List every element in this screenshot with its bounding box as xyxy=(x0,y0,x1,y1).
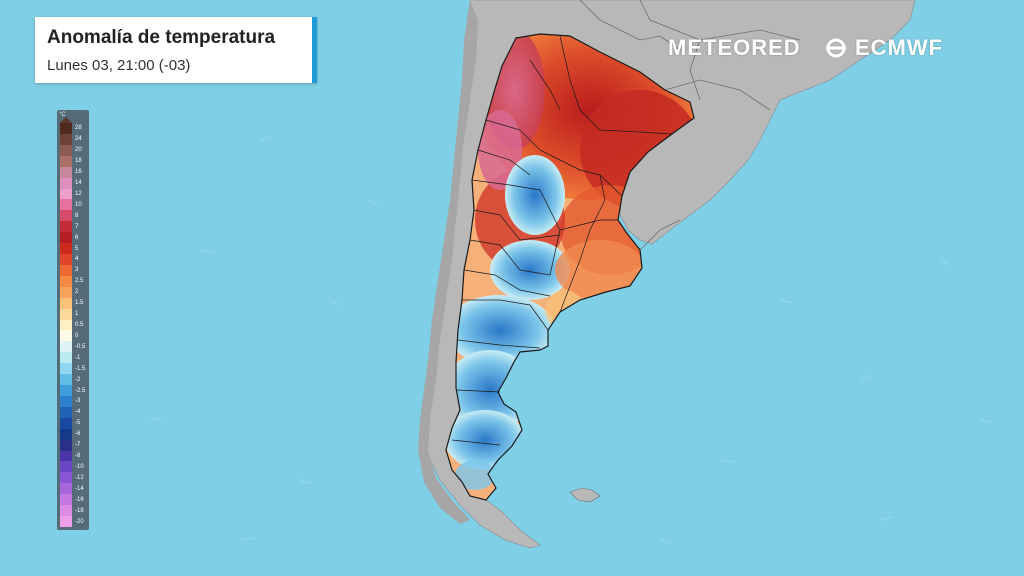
legend-tick-label: -2.5 xyxy=(75,387,86,394)
legend-swatch xyxy=(60,243,72,255)
legend-swatch xyxy=(60,516,72,528)
map-title: Anomalía de temperatura xyxy=(47,27,276,48)
land-chile xyxy=(418,0,478,524)
legend-swatch xyxy=(60,439,72,452)
legend-swatch xyxy=(60,483,72,495)
color-legend: °C 28 24 20 18 16 14 12 10 8 7 6 5 4 3 2.5 2 1.5 1 0.5 0 -0.… xyxy=(57,110,89,530)
brand-logos: METEORED ECMWF xyxy=(668,34,943,60)
legend-swatch xyxy=(60,450,72,462)
country-borders xyxy=(579,0,801,251)
legend-swatch xyxy=(60,254,72,266)
legend-tick-label: 3 xyxy=(75,267,79,274)
legend-swatch xyxy=(60,352,72,364)
legend-swatch xyxy=(60,199,72,211)
legend-tick-label: -4 xyxy=(75,409,81,416)
province-borders xyxy=(451,35,673,446)
legend-tick-label: -8 xyxy=(75,453,81,460)
legend-tick-label: 2 xyxy=(75,289,79,296)
legend-tick-label: 20 xyxy=(75,147,82,154)
legend-tick-label: 12 xyxy=(75,190,82,197)
legend-swatch xyxy=(60,330,72,342)
title-card: Anomalía de temperatura Lunes 03, 21:00 … xyxy=(35,17,317,83)
legend-swatch xyxy=(60,177,72,189)
legend-swatch xyxy=(60,297,72,310)
legend-swatch xyxy=(60,232,72,244)
legend-tick-label: -0.5 xyxy=(75,343,86,350)
legend-swatch xyxy=(60,494,72,506)
legend-tick-label: -3 xyxy=(75,398,81,405)
legend-swatch xyxy=(60,166,72,179)
legend-tick-label: 6 xyxy=(75,234,79,241)
legend-swatch xyxy=(60,319,72,331)
legend-tick-label: -7 xyxy=(75,442,81,449)
legend-tick-label: -5 xyxy=(75,420,81,427)
legend-tick-label: -16 xyxy=(75,496,84,503)
legend-tick-label: -2 xyxy=(75,376,81,383)
legend-swatch xyxy=(60,275,72,288)
legend-tick-label: -12 xyxy=(75,474,84,481)
legend-tick-label: 8 xyxy=(75,212,79,219)
legend-tick-label: -18 xyxy=(75,507,84,514)
legend-swatch xyxy=(60,374,72,386)
legend-swatch xyxy=(60,221,72,233)
legend-top-arrow xyxy=(60,117,72,123)
legend-tick-label: 0.5 xyxy=(75,322,84,328)
argentina-outline xyxy=(445,33,695,501)
legend-swatch xyxy=(60,428,72,441)
legend-swatch xyxy=(60,395,72,408)
legend-tick-label: 10 xyxy=(75,201,82,208)
legend-tick-label: -20 xyxy=(75,518,84,525)
legend-swatch xyxy=(60,264,72,277)
meteored-logo: METEORED xyxy=(668,35,801,61)
legend-swatch xyxy=(60,286,72,299)
legend-swatch xyxy=(60,210,72,222)
legend-tick-label: 0 xyxy=(75,332,79,339)
legend-tick-label: 7 xyxy=(75,223,79,230)
legend-color-bar xyxy=(60,123,72,528)
legend-swatch xyxy=(60,308,72,321)
legend-swatch xyxy=(60,188,72,200)
legend-swatch xyxy=(60,385,72,397)
legend-swatch xyxy=(60,123,72,135)
legend-swatch xyxy=(60,472,72,484)
legend-swatch xyxy=(60,363,72,375)
legend-swatch xyxy=(60,155,72,168)
legend-tick-label: 24 xyxy=(75,136,82,143)
legend-tick-label: -14 xyxy=(75,485,84,492)
legend-tick-label: 18 xyxy=(75,158,82,165)
legend-unit: °C xyxy=(59,112,66,118)
legend-tick-label: 5 xyxy=(75,245,79,252)
legend-swatch xyxy=(60,144,72,157)
ocean-streaks xyxy=(119,59,992,544)
legend-tick-label: -1.5 xyxy=(75,365,86,372)
legend-tick-labels: 28 24 20 18 16 14 12 10 8 7 6 5 4 3 2.5 2 1.5 1 0.5 0 -0.5 -1… xyxy=(75,123,89,527)
legend-tick-label: -6 xyxy=(75,431,81,438)
ecmwf-logo: ECMWF xyxy=(854,35,944,61)
legend-swatch xyxy=(60,341,72,353)
legend-swatch xyxy=(60,417,72,430)
legend-swatch xyxy=(60,461,72,473)
title-accent-bar xyxy=(312,17,317,83)
legend-tick-label: 16 xyxy=(75,169,82,176)
legend-swatch xyxy=(60,406,72,419)
legend-swatch xyxy=(60,133,72,146)
legend-tick-label: -10 xyxy=(75,463,84,470)
legend-tick-label: 1.5 xyxy=(75,300,84,307)
map-subtitle: Lunes 03, 21:00 (-03) xyxy=(47,57,191,74)
ecmwf-icon xyxy=(825,38,846,58)
legend-tick-label: 28 xyxy=(75,125,82,132)
legend-tick-label: 14 xyxy=(75,180,82,187)
legend-tick-label: 2.5 xyxy=(75,278,84,285)
land-falklands xyxy=(569,487,601,503)
legend-tick-label: -1 xyxy=(75,354,81,361)
legend-tick-label: 1 xyxy=(75,311,79,318)
legend-swatch xyxy=(60,505,72,517)
legend-tick-label: 4 xyxy=(75,256,79,263)
